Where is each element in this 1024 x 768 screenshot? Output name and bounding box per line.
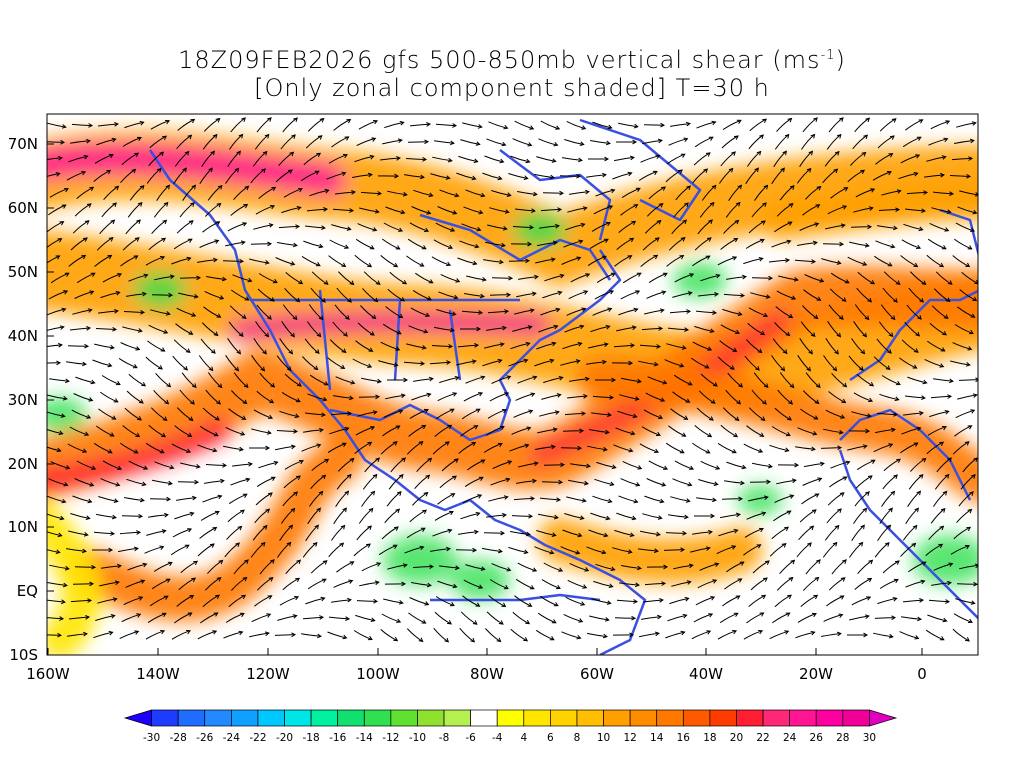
colorbar-swatch	[151, 709, 179, 727]
map-title-line1: 18Z09FEB2026 gfs 500-850mb vertical shea…	[0, 46, 1024, 74]
colorbar-swatch	[417, 709, 445, 727]
colorbar-label: 16	[677, 732, 691, 744]
colorbar-swatch	[550, 709, 578, 727]
colorbar-label: -12	[382, 732, 399, 744]
colorbar-label: 20	[730, 732, 743, 744]
colorbar-label: -22	[249, 732, 266, 744]
colorbar-swatch	[310, 709, 339, 727]
colorbar-swatch	[257, 709, 285, 727]
lat-label: 60N	[8, 199, 38, 217]
lon-label: 120W	[246, 665, 290, 683]
title-close: )	[835, 46, 846, 74]
lat-label: 50N	[8, 263, 38, 281]
colorbar-swatch	[363, 709, 392, 727]
colorbar-swatch	[709, 709, 737, 727]
colorbar-label: 8	[574, 732, 581, 744]
colorbar-label: 6	[547, 732, 554, 744]
lon-label: 80W	[470, 665, 504, 683]
colorbar-swatch	[284, 709, 312, 727]
lat-label: 40N	[8, 327, 38, 345]
lon-label: 140W	[136, 665, 180, 683]
colorbar-swatch	[390, 709, 418, 727]
colorbar-label: -4	[492, 732, 503, 744]
unit-exponent: -1	[820, 48, 836, 63]
colorbar-swatch	[177, 709, 206, 727]
colorbar-label: -10	[409, 732, 426, 744]
lat-label: 20N	[8, 455, 38, 473]
lat-label: 10S	[9, 646, 38, 664]
lon-label: 40W	[689, 665, 723, 683]
colorbar-label: 30	[863, 732, 876, 744]
colorbar-label: 4	[520, 732, 527, 744]
colorbar-swatch	[496, 709, 525, 727]
colorbar-swatch	[762, 709, 791, 727]
colorbar-swatch	[204, 709, 232, 727]
colorbar-swatch	[736, 709, 764, 727]
colorbar-label: 10	[597, 732, 610, 744]
latitude-axis: 70N 60N 50N 40N 30N 20N 10N EQ 10S	[8, 135, 54, 664]
longitude-axis: 160W 140W 120W 100W 80W 60W 40W 20W 0	[26, 648, 927, 683]
colorbar-label: -14	[356, 732, 373, 744]
colorbar-label: -6	[465, 732, 476, 744]
lat-label: 70N	[8, 135, 38, 153]
colorbar-label: -20	[276, 732, 293, 744]
colorbar-swatch	[123, 709, 152, 727]
colorbar-label: 28	[836, 732, 849, 744]
colorbar: -30 -28 -26 -24 -22 -20 -18 -16 -14 -12 -10 -8 -6 -4 4…	[123, 709, 898, 744]
colorbar-swatch	[629, 709, 658, 727]
colorbar-swatch	[789, 709, 817, 727]
colorbar-swatch	[523, 709, 551, 727]
coastlines	[148, 118, 978, 655]
colorbar-label: 12	[623, 732, 636, 744]
colorbar-label: -30	[143, 732, 160, 744]
colorbar-label: -28	[170, 732, 187, 744]
lon-label: 100W	[356, 665, 400, 683]
colorbar-swatch	[656, 709, 684, 727]
lon-label: 60W	[580, 665, 614, 683]
lon-label: 160W	[26, 665, 70, 683]
colorbar-swatch	[337, 709, 365, 727]
colorbar-swatch	[815, 709, 844, 727]
title-text: 18Z09FEB2026 gfs 500-850mb vertical shea…	[178, 46, 821, 74]
colorbar-swatch	[682, 709, 711, 727]
colorbar-swatch	[230, 709, 259, 727]
streamlines	[47, 117, 978, 643]
colorbar-label: 14	[650, 732, 664, 744]
colorbar-swatch	[842, 709, 870, 727]
colorbar-swatch	[869, 709, 898, 727]
colorbar-swatch	[470, 709, 498, 727]
colorbar-label: -24	[223, 732, 240, 744]
plot-frame	[46, 113, 979, 656]
shear-shading	[47, 130, 978, 655]
lon-label: 0	[917, 665, 927, 683]
colorbar-label: 24	[783, 732, 797, 744]
colorbar-label: -16	[329, 732, 346, 744]
colorbar-swatch	[576, 709, 604, 727]
lon-label: 20W	[799, 665, 833, 683]
map-title-line2: [Only zonal component shaded] T=30 h	[254, 74, 770, 102]
colorbar-label: 26	[810, 732, 824, 744]
colorbar-label: 22	[756, 732, 769, 744]
colorbar-label: -8	[439, 732, 449, 744]
colorbar-label: 18	[703, 732, 716, 744]
lat-label: EQ	[17, 582, 38, 600]
lat-label: 30N	[8, 391, 38, 409]
colorbar-label: -26	[196, 732, 213, 744]
colorbar-swatch	[603, 709, 631, 727]
colorbar-swatch	[443, 709, 471, 727]
colorbar-label: -18	[303, 732, 320, 744]
lat-label: 10N	[8, 518, 38, 536]
